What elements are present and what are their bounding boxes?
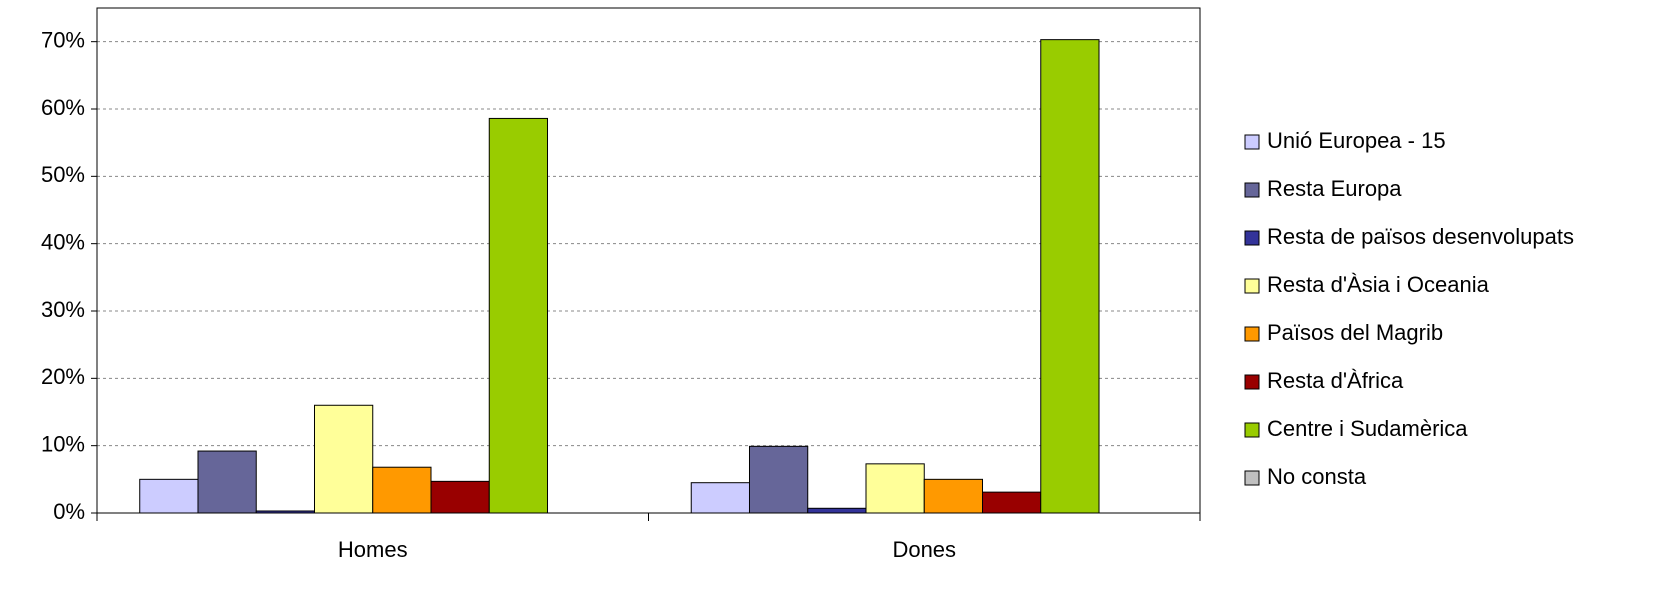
legend-label: Resta d'Àfrica [1267, 368, 1404, 393]
legend-swatch [1244, 134, 1260, 150]
legend-label: Resta Europa [1267, 176, 1402, 201]
legend-swatch [1244, 374, 1260, 390]
legend-swatch [1244, 182, 1260, 198]
legend-label: Unió Europea - 15 [1267, 128, 1446, 153]
bar [430, 480, 490, 514]
y-tick-label: 20% [41, 364, 85, 389]
legend-label: Resta d'Àsia i Oceania [1267, 272, 1490, 297]
legend-swatch [1244, 422, 1260, 438]
y-tick-label: 0% [53, 499, 85, 524]
bar [139, 478, 199, 514]
bar [690, 482, 750, 514]
legend-label: Resta de països desenvolupats [1267, 224, 1574, 249]
legend-swatch [1244, 230, 1260, 246]
legend-swatch [1244, 278, 1260, 294]
x-tick-label: Homes [338, 537, 408, 562]
bar [982, 491, 1042, 514]
legend-swatch [1244, 470, 1260, 486]
bar [923, 478, 984, 514]
bar [197, 450, 257, 514]
legend-label: No consta [1267, 464, 1367, 489]
y-tick-label: 10% [41, 431, 85, 456]
x-tick-label: Dones [892, 537, 956, 562]
legend-label: Països del Magrib [1267, 320, 1443, 345]
bar [865, 463, 925, 514]
y-tick-label: 70% [41, 27, 85, 52]
bar [372, 466, 432, 514]
y-tick-label: 50% [41, 162, 85, 187]
bar [748, 445, 809, 514]
legend-label: Centre i Sudamèrica [1267, 416, 1468, 441]
bar [1040, 39, 1100, 514]
legend-swatch [1244, 326, 1260, 342]
bar [807, 507, 867, 514]
y-tick-label: 30% [41, 297, 85, 322]
bar [488, 117, 549, 514]
plot-frame [96, 7, 1201, 514]
y-tick-label: 60% [41, 95, 85, 120]
bar [255, 510, 315, 514]
bar [313, 404, 374, 514]
y-tick-label: 40% [41, 229, 85, 254]
